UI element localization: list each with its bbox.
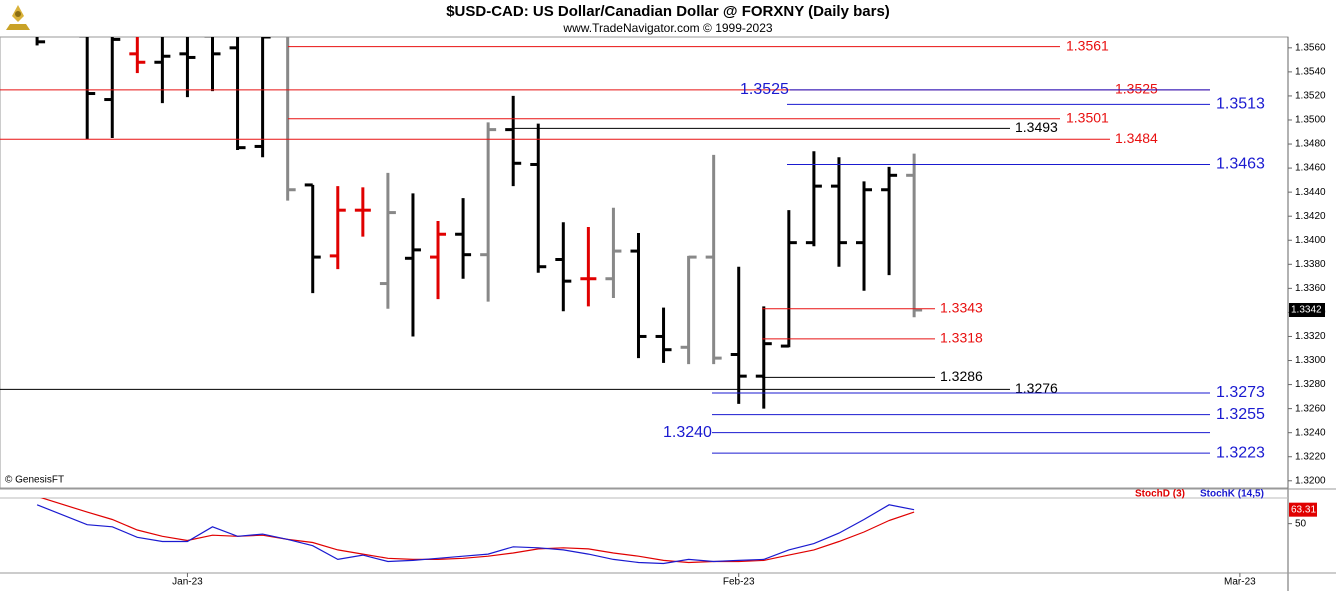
y-tick-label: 1.3300: [1295, 355, 1326, 366]
y-tick-label: 50: [1295, 518, 1307, 529]
logo: [6, 5, 30, 30]
level-label: 1.3463: [1216, 156, 1265, 173]
last-price-box: [1289, 303, 1325, 318]
level-label: 1.3273: [1216, 384, 1265, 401]
chart-subtitle: www.TradeNavigator.com © 1999-2023: [562, 21, 772, 35]
stoch-plot: [36, 498, 915, 565]
y-tick-label: 1.3500: [1295, 115, 1326, 126]
level-label: 1.3240: [663, 424, 712, 441]
level-label: 1.3493: [1015, 119, 1058, 135]
level-label: 1.3525: [1115, 81, 1158, 97]
y-tick-label: 1.3560: [1295, 42, 1326, 53]
last-value-label: 63.31: [1291, 504, 1316, 515]
y-tick-label: 1.3540: [1295, 67, 1326, 78]
level-label: 1.3276: [1015, 380, 1058, 396]
legend-entry: StochK (14,5): [1200, 489, 1264, 500]
level-label: 1.3343: [940, 300, 983, 316]
level-label: 1.3513: [1216, 96, 1265, 113]
y-tick-label: 1.3520: [1295, 91, 1326, 102]
level-label: 1.3286: [940, 368, 983, 384]
x-tick-label: Mar-23: [1224, 577, 1256, 588]
level-label: 1.3525: [740, 81, 789, 98]
stoch-line: [40, 498, 915, 564]
watermark: © GenesisFT: [5, 475, 64, 486]
y-tick-label: 1.3260: [1295, 403, 1326, 414]
stoch-line: [36, 504, 915, 565]
level-label: 1.3501: [1066, 109, 1109, 125]
y-tick-label: 1.3360: [1295, 283, 1326, 294]
y-tick-label: 1.3380: [1295, 259, 1326, 270]
x-tick-label: Feb-23: [723, 577, 755, 588]
y-tick-label: 1.3200: [1295, 475, 1326, 486]
level-label: 1.3255: [1216, 406, 1265, 423]
level-label: 1.3223: [1216, 444, 1265, 461]
y-tick-label: 1.3420: [1295, 211, 1326, 222]
y-tick-label: 1.3460: [1295, 163, 1326, 174]
y-tick-label: 1.3240: [1295, 427, 1326, 438]
legend-entry: StochD (3): [1135, 489, 1185, 500]
y-tick-label: 1.3280: [1295, 379, 1326, 390]
level-label: 1.3318: [940, 330, 983, 346]
y-tick-label: 1.3220: [1295, 451, 1326, 462]
y-tick-label: 1.3400: [1295, 235, 1326, 246]
level-label: 1.3561: [1066, 37, 1109, 53]
level-label: 1.3484: [1115, 130, 1158, 146]
x-tick-label: Jan-23: [172, 577, 203, 588]
y-tick-label: 1.3440: [1295, 187, 1326, 198]
last-price-label: 1.3342: [1291, 305, 1322, 316]
last-value-box: [1289, 502, 1317, 517]
y-tick-label: 1.3320: [1295, 331, 1326, 342]
chart-title: $USD-CAD: US Dollar/Canadian Dollar @ FO…: [446, 3, 890, 20]
y-tick-label: 1.3480: [1295, 139, 1326, 150]
